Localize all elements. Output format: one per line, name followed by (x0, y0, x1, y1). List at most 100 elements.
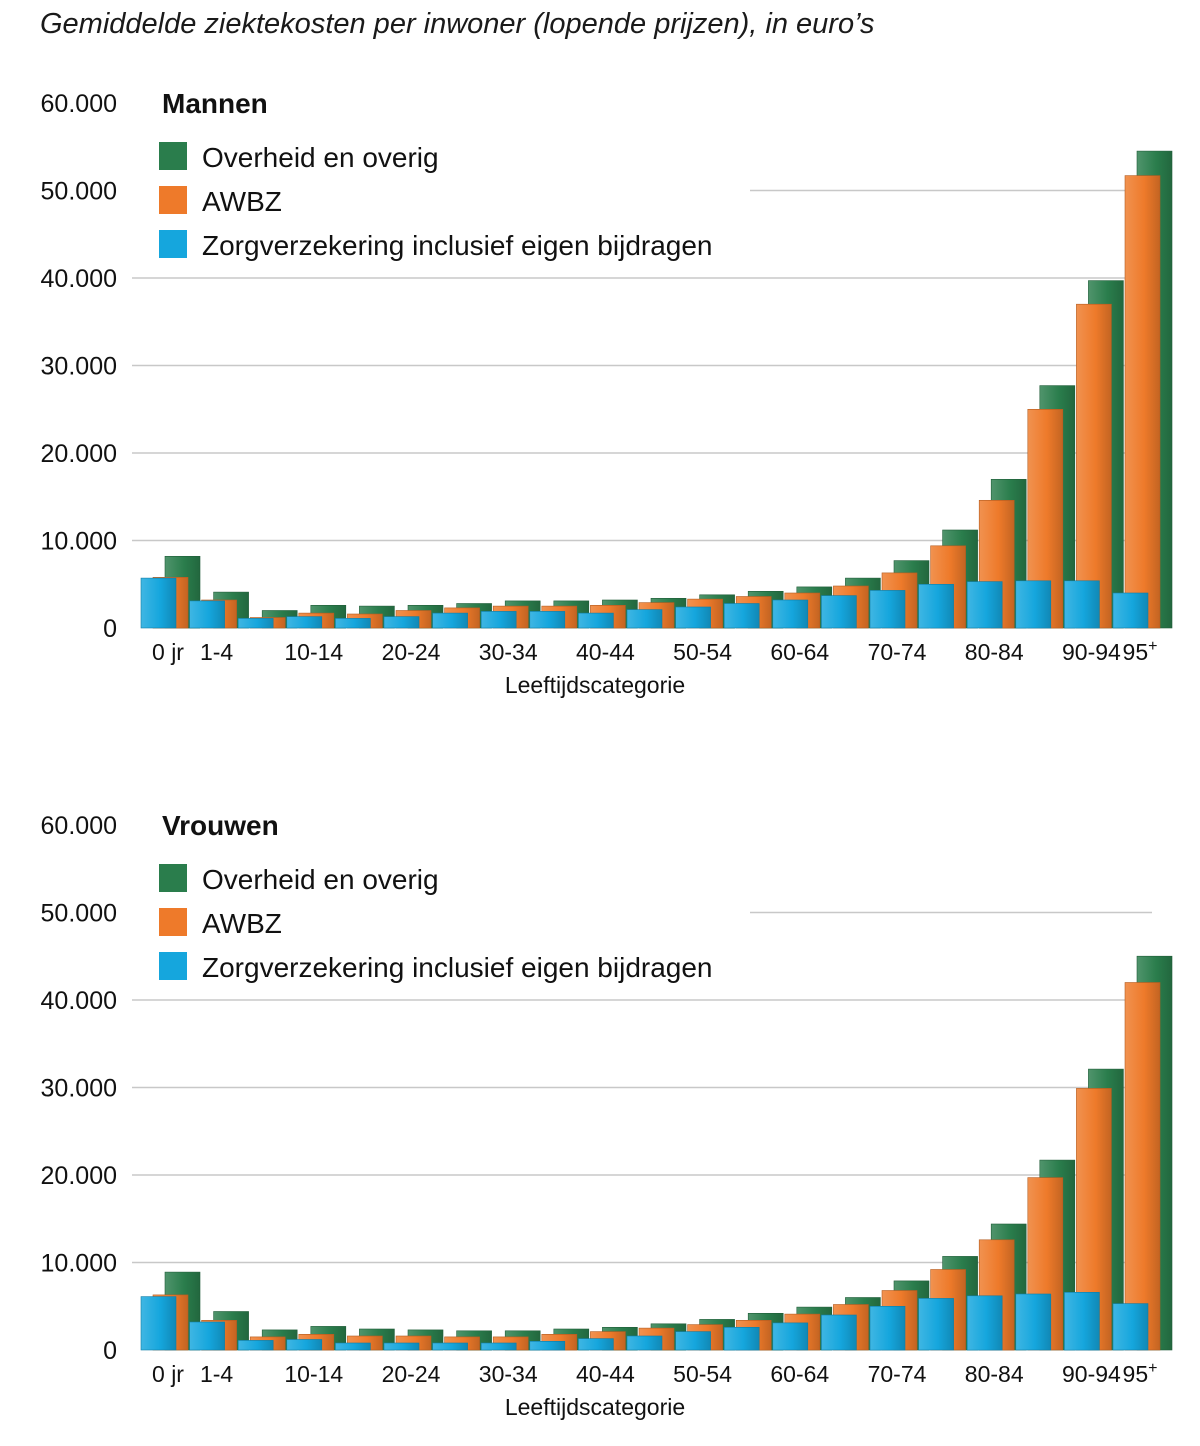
x-axis-label: Leeftijdscategorie (505, 1394, 685, 1420)
bars (140, 955, 1173, 1351)
x-tick-label: 80-84 (965, 639, 1024, 665)
y-tick-label: 10.000 (41, 1250, 117, 1278)
chart-title: Mannen (162, 88, 268, 119)
bar-zorg-45-49 (626, 1335, 663, 1351)
y-tick-label: 0 (103, 1337, 117, 1365)
bar-zorg-55-59 (723, 603, 760, 629)
x-tick-label: 95+ (1123, 638, 1158, 665)
bar-zorg-25-29 (432, 612, 468, 629)
y-tick-label: 20.000 (41, 440, 117, 468)
bar-zorg-20-24 (383, 616, 420, 629)
legend-label-zorg: Zorgverzekering inclusief eigen bijdrage… (202, 952, 713, 983)
bar-zorg-90-94 (1064, 1291, 1100, 1351)
legend-label-overheid: Overheid en overig (202, 864, 439, 895)
x-tick-label: 40-44 (576, 639, 635, 665)
legend-swatch-zorg (159, 952, 187, 980)
x-tick-label: 95+ (1123, 1360, 1158, 1387)
x-tick-label: 10-14 (284, 1361, 343, 1387)
bar-zorg-20-24 (383, 1342, 420, 1351)
main-title: Gemiddelde ziektekosten per inwoner (lop… (40, 8, 875, 40)
bar-awbz-90-94 (1076, 303, 1112, 629)
bar-zorg-60-64 (772, 1322, 809, 1351)
bar-zorg-75-79 (918, 1298, 954, 1351)
legend: Overheid en overig AWBZ Zorgverzekering in… (159, 864, 713, 983)
y-tick-label: 40.000 (41, 987, 117, 1015)
x-tick-label: 90-94 (1062, 639, 1121, 665)
x-tick-label: 20-24 (382, 639, 441, 665)
bar-zorg-30-34 (480, 611, 517, 629)
chart-vrouwen: 0 10.000 20.000 30.000 40.000 50.000 60.000 0 j… (41, 810, 1173, 1420)
bar-zorg-60-64 (772, 599, 809, 629)
x-tick-label: 0 jr (152, 1361, 184, 1387)
bar-zorg-30-34 (480, 1342, 517, 1351)
bar-zorg-5-9 (237, 1340, 274, 1351)
legend-label-zorg: Zorgverzekering inclusief eigen bijdrage… (202, 230, 713, 261)
bar-zorg-70-74 (869, 1305, 906, 1351)
x-axis-label: Leeftijdscategorie (505, 672, 685, 698)
y-tick-label: 30.000 (41, 1075, 117, 1103)
bar-zorg-0-jr (140, 577, 177, 629)
bar-zorg-45-49 (626, 609, 663, 629)
legend-swatch-zorg (159, 230, 187, 258)
bar-zorg-50-54 (675, 606, 711, 629)
x-tick-label: 10-14 (284, 639, 343, 665)
y-tick-label: 40.000 (41, 265, 117, 293)
y-tick-label: 0 (103, 615, 117, 643)
bar-zorg-65-69 (821, 595, 857, 629)
bar-zorg-5-9 (237, 618, 274, 629)
bar-zorg-15-19 (335, 1342, 371, 1351)
bar-zorg-95 (1112, 592, 1149, 629)
bar-awbz-95 (1124, 982, 1161, 1351)
y-tick-label: 60.000 (41, 812, 117, 840)
x-tick-label: 0 jr (152, 639, 184, 665)
legend-swatch-overheid (159, 142, 187, 170)
legend-label-awbz: AWBZ (202, 908, 282, 939)
x-tick-label: 30-34 (479, 1361, 538, 1387)
legend-label-overheid: Overheid en overig (202, 142, 439, 173)
bar-zorg-15-19 (335, 618, 371, 629)
y-tick-label: 50.000 (41, 178, 117, 206)
bar-zorg-0-jr (140, 1296, 177, 1351)
x-tick-label: 1-4 (200, 639, 233, 665)
x-tick-label: 60-64 (770, 1361, 829, 1387)
x-tick-label: 80-84 (965, 1361, 1024, 1387)
bar-zorg-80-84 (966, 1295, 1003, 1351)
bar-zorg-10-14 (286, 1339, 323, 1351)
bar-zorg-1-4 (189, 1321, 225, 1351)
x-tick-label: 20-24 (382, 1361, 441, 1387)
legend: Overheid en overig AWBZ Zorgverzekering in… (159, 142, 713, 261)
x-tick-label: 60-64 (770, 639, 829, 665)
y-tick-label: 50.000 (41, 900, 117, 928)
bar-zorg-1-4 (189, 600, 225, 629)
bar-zorg-55-59 (723, 1326, 760, 1351)
bar-zorg-75-79 (918, 583, 954, 629)
y-tick-label: 10.000 (41, 528, 117, 556)
bar-zorg-40-44 (578, 612, 614, 629)
x-tick-label: 70-74 (868, 639, 927, 665)
bar-awbz-95 (1124, 175, 1161, 629)
bar-zorg-85-89 (1015, 1293, 1052, 1351)
x-tick-label: 30-34 (479, 639, 538, 665)
x-tick-label: 50-54 (673, 1361, 732, 1387)
bar-zorg-65-69 (821, 1314, 857, 1351)
legend-label-awbz: AWBZ (202, 186, 282, 217)
bar-zorg-85-89 (1015, 580, 1052, 629)
bar-zorg-90-94 (1064, 580, 1100, 629)
legend-swatch-awbz (159, 908, 187, 936)
y-tick-label: 60.000 (41, 90, 117, 118)
bar-zorg-50-54 (675, 1331, 711, 1351)
y-tick-label: 30.000 (41, 353, 117, 381)
bar-zorg-35-39 (529, 611, 566, 629)
x-tick-label: 70-74 (868, 1361, 927, 1387)
x-tick-label: 50-54 (673, 639, 732, 665)
chart-title: Vrouwen (162, 810, 279, 841)
y-tick-label: 20.000 (41, 1162, 117, 1190)
bar-zorg-80-84 (966, 581, 1003, 629)
bar-zorg-35-39 (529, 1340, 566, 1351)
legend-swatch-overheid (159, 864, 187, 892)
bars (140, 150, 1173, 629)
x-tick-label: 90-94 (1062, 1361, 1121, 1387)
bar-zorg-40-44 (578, 1338, 614, 1351)
bar-zorg-25-29 (432, 1342, 468, 1351)
bar-zorg-10-14 (286, 616, 323, 629)
